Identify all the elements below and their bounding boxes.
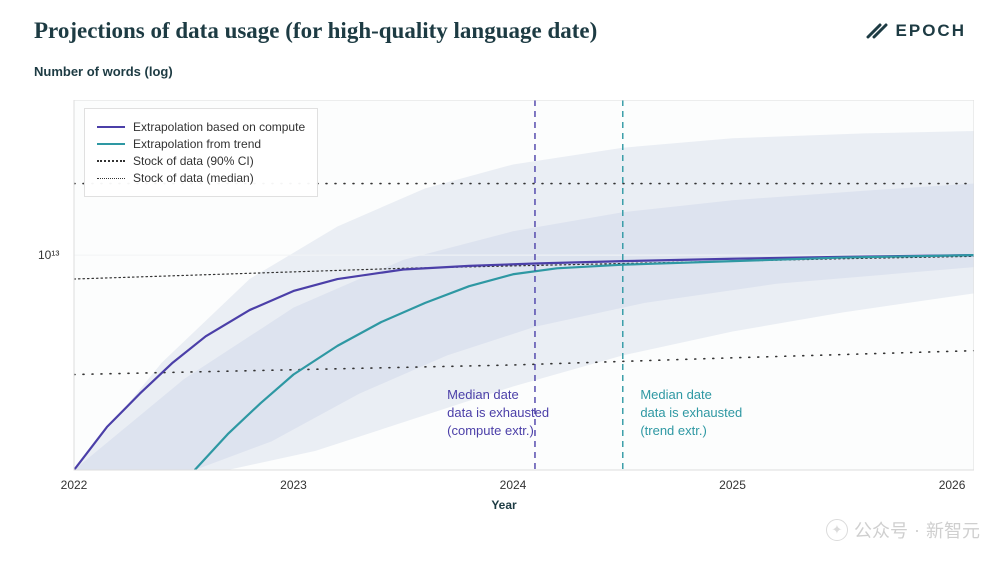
legend-item: Stock of data (median) bbox=[97, 171, 305, 185]
legend-item: Stock of data (90% CI) bbox=[97, 154, 305, 168]
x-tick-label: 2022 bbox=[61, 478, 88, 492]
legend-label: Stock of data (90% CI) bbox=[133, 154, 254, 168]
brand-logo: EPOCH bbox=[866, 21, 966, 41]
legend-item: Extrapolation based on compute bbox=[97, 120, 305, 134]
watermark-text-b: 新智元 bbox=[926, 517, 980, 543]
annotation: Median date data is exhausted (compute e… bbox=[447, 386, 549, 439]
epoch-logo-icon bbox=[866, 21, 888, 41]
legend-item: Extrapolation from trend bbox=[97, 137, 305, 151]
watermark: ✦ 公众号 · 新智元 bbox=[826, 517, 980, 543]
legend-label: Extrapolation from trend bbox=[133, 137, 261, 151]
y-tick-label: 10¹³ bbox=[38, 248, 59, 262]
x-tick-label: 2025 bbox=[719, 478, 746, 492]
legend-label: Stock of data (median) bbox=[133, 171, 254, 185]
brand-name: EPOCH bbox=[896, 21, 966, 41]
legend-swatch bbox=[97, 178, 125, 179]
x-tick-label: 2026 bbox=[939, 478, 966, 492]
x-axis-label: Year bbox=[491, 498, 516, 512]
legend-label: Extrapolation based on compute bbox=[133, 120, 305, 134]
wechat-icon: ✦ bbox=[826, 519, 848, 541]
legend-swatch bbox=[97, 143, 125, 145]
legend-swatch bbox=[97, 126, 125, 128]
legend: Extrapolation based on compute Extrapolat… bbox=[84, 108, 318, 197]
chart-area: Extrapolation based on compute Extrapolat… bbox=[34, 100, 974, 520]
y-axis-label: Number of words (log) bbox=[0, 50, 1000, 79]
legend-swatch bbox=[97, 160, 125, 162]
watermark-text-a: 公众号 bbox=[854, 517, 908, 543]
x-tick-label: 2024 bbox=[500, 478, 527, 492]
chart-title: Projections of data usage (for high-qual… bbox=[34, 18, 597, 44]
watermark-sep: · bbox=[914, 520, 920, 541]
annotation: Median date data is exhausted (trend ext… bbox=[640, 386, 742, 439]
x-tick-label: 2023 bbox=[280, 478, 307, 492]
